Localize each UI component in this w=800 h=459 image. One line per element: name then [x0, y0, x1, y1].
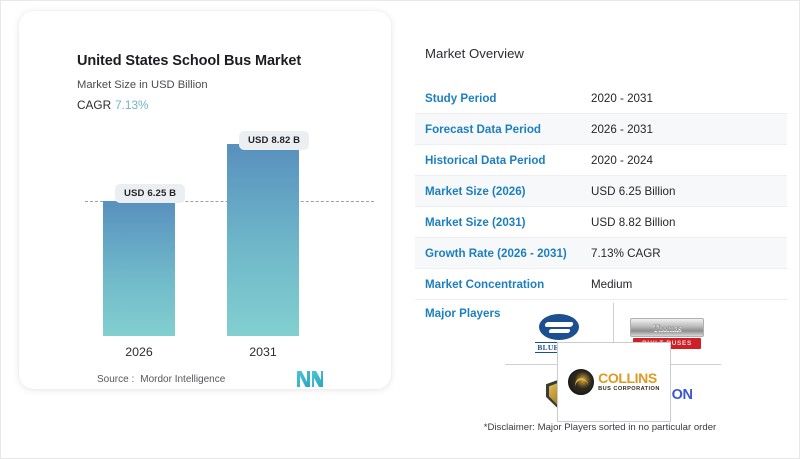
thomas-wordmark: Thomas	[630, 318, 704, 337]
x-axis-tick-2031: 2031	[249, 345, 277, 359]
table-row: Market Size (2031) USD 8.82 Billion	[415, 207, 787, 238]
table-row: Market Concentration Medium	[415, 269, 787, 300]
disclaimer-text: *Disclaimer: Major Players sorted in no …	[483, 422, 717, 433]
major-players-label: Major Players	[425, 306, 501, 320]
row-label: Market Size (2031)	[425, 215, 526, 229]
blue-bird-oval-icon	[539, 314, 579, 340]
row-label: Study Period	[425, 91, 497, 105]
source-label: Source :	[97, 374, 135, 385]
cagr-value: 7.13%	[115, 98, 149, 112]
market-overview-table: Study Period 2020 - 2031 Forecast Data P…	[415, 83, 787, 326]
row-value: 2020 - 2031	[591, 91, 653, 105]
chart-card: United States School Bus Market Market S…	[19, 11, 391, 389]
player-logo-collins[interactable]: COLLINS BUS CORPORATION	[557, 342, 671, 422]
bar-value-label-2031: USD 8.82 B	[239, 131, 310, 150]
mordor-intelligence-logo	[297, 371, 323, 387]
row-label: Market Size (2026)	[425, 184, 526, 198]
chart-subtitle: Market Size in USD Billion	[77, 79, 208, 91]
row-value: 2020 - 2024	[591, 153, 653, 167]
table-row: Growth Rate (2026 - 2031) 7.13% CAGR	[415, 238, 787, 269]
blue-bird-swoosh-lower-icon	[548, 329, 571, 333]
collins-logo: COLLINS BUS CORPORATION	[568, 369, 660, 395]
row-value: 2026 - 2031	[591, 122, 653, 136]
table-row: Forecast Data Period 2026 - 2031	[415, 114, 787, 145]
collins-emblem-icon	[568, 369, 595, 395]
bar-value-label-2026: USD 6.25 B	[115, 184, 186, 203]
row-value: USD 6.25 Billion	[591, 184, 676, 198]
row-value: Medium	[591, 277, 633, 291]
reference-dashed-line	[85, 201, 374, 202]
table-row: Study Period 2020 - 2031	[415, 83, 787, 114]
x-axis-tick-2026: 2026	[125, 345, 153, 359]
chart-title: United States School Bus Market	[77, 53, 302, 69]
row-label: Historical Data Period	[425, 153, 546, 167]
collins-text-group: COLLINS BUS CORPORATION	[598, 371, 660, 393]
cagr-label: CAGR	[77, 98, 112, 112]
source-value: Mordor Intelligence	[140, 374, 226, 385]
collins-subtext: BUS CORPORATION	[598, 386, 660, 392]
blue-bird-swoosh-icon	[544, 322, 574, 327]
row-label: Growth Rate (2026 - 2031)	[425, 246, 567, 260]
bar-2031[interactable]	[227, 144, 299, 336]
row-label: Forecast Data Period	[425, 122, 541, 136]
table-row: Historical Data Period 2020 - 2024	[415, 145, 787, 176]
collins-wordmark: COLLINS	[598, 370, 657, 386]
row-label: Market Concentration	[425, 277, 545, 291]
row-value: USD 8.82 Billion	[591, 215, 676, 229]
chart-cagr: CAGR 7.13%	[77, 98, 149, 112]
major-players-grid: BLUE BIRD Thomas BUILT BUSES I	[505, 303, 721, 425]
market-overview-title: Market Overview	[425, 46, 524, 61]
row-value: 7.13% CAGR	[591, 246, 661, 260]
bar-2026[interactable]	[103, 201, 175, 336]
source-line: Source : Mordor Intelligence	[97, 374, 225, 385]
table-row: Market Size (2026) USD 6.25 Billion	[415, 176, 787, 207]
table-row-major-players: Major Players	[415, 300, 787, 326]
